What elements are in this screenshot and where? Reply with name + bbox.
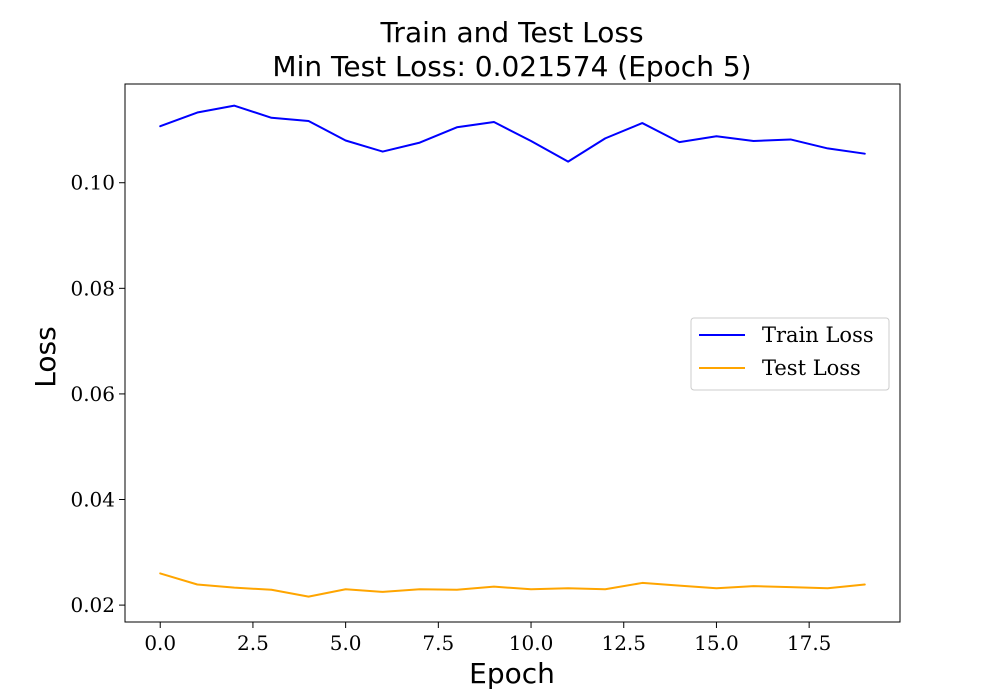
chart-subtitle: Min Test Loss: 0.021574 (Epoch 5) <box>272 50 751 83</box>
x-tick-label: 15.0 <box>694 631 739 655</box>
x-tick-label: 5.0 <box>330 631 362 655</box>
legend: Train Loss Test Loss <box>690 317 890 391</box>
x-tick-label: 0.0 <box>144 631 176 655</box>
x-axis-label: Epoch <box>469 657 555 690</box>
legend-label-test: Test Loss <box>762 356 861 380</box>
y-tick-label: 0.08 <box>70 276 115 300</box>
y-tick-label: 0.10 <box>70 171 115 195</box>
y-axis-label: Loss <box>29 326 62 387</box>
series-line-test <box>159 572 866 598</box>
y-tick-label: 0.04 <box>70 488 115 512</box>
x-tick-label: 10.0 <box>509 631 554 655</box>
series-layer <box>159 104 866 598</box>
x-tick-label: 7.5 <box>422 631 454 655</box>
series-line-train <box>159 104 866 163</box>
x-axis-ticks: 0.0 2.5 5.0 7.5 10.0 12.5 15.0 17.5 <box>144 622 831 655</box>
plot-frame <box>124 83 901 623</box>
chart-title: Train and Test Loss <box>379 16 643 49</box>
y-tick-label: 0.02 <box>70 593 115 617</box>
legend-label-train: Train Loss <box>762 323 874 347</box>
x-tick-label: 17.5 <box>787 631 832 655</box>
x-tick-label: 12.5 <box>601 631 646 655</box>
y-axis-ticks: 0.02 0.04 0.06 0.08 0.10 <box>70 171 125 617</box>
x-tick-label: 2.5 <box>237 631 269 655</box>
y-tick-label: 0.06 <box>70 382 115 406</box>
